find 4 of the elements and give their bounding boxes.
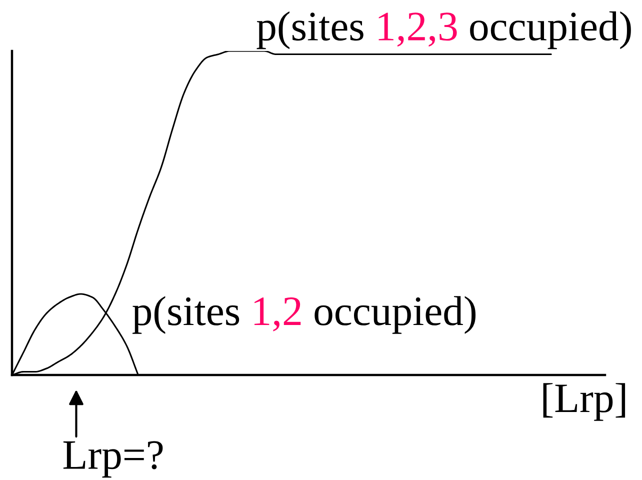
- text: Lrp=?: [63, 441, 163, 478]
- x-axis-title: [Lrp]: [543, 383, 626, 421]
- series-label: p(sites 1,2 occupied): [132, 296, 476, 334]
- series-label: p(sites 1,2,3 occupied): [256, 11, 631, 50]
